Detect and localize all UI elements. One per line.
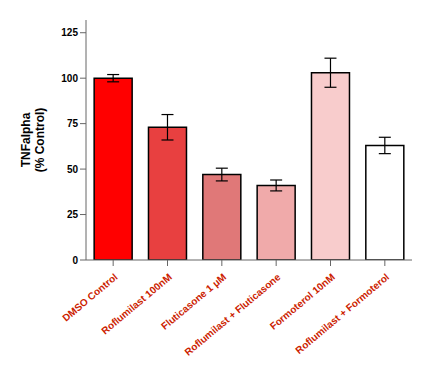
svg-text:DMSO Control: DMSO Control bbox=[60, 271, 120, 323]
svg-text:TNFalpha(% Control): TNFalpha(% Control) bbox=[19, 108, 47, 173]
svg-text:25: 25 bbox=[67, 209, 79, 220]
svg-text:50: 50 bbox=[67, 164, 79, 175]
svg-text:Roflumilast 100nM: Roflumilast 100nM bbox=[99, 271, 174, 337]
svg-text:75: 75 bbox=[67, 118, 79, 129]
svg-text:0: 0 bbox=[72, 255, 78, 266]
svg-text:125: 125 bbox=[61, 27, 78, 38]
svg-text:Roflumilast + Fluticasone: Roflumilast + Fluticasone bbox=[183, 271, 283, 358]
svg-text:Roflumilast + Formoterol: Roflumilast + Formoterol bbox=[293, 271, 391, 356]
svg-text:Fluticasone 1 μM: Fluticasone 1 μM bbox=[159, 271, 229, 332]
svg-text:Formoterol 10nM: Formoterol 10nM bbox=[267, 271, 337, 332]
svg-text:100: 100 bbox=[61, 73, 78, 84]
